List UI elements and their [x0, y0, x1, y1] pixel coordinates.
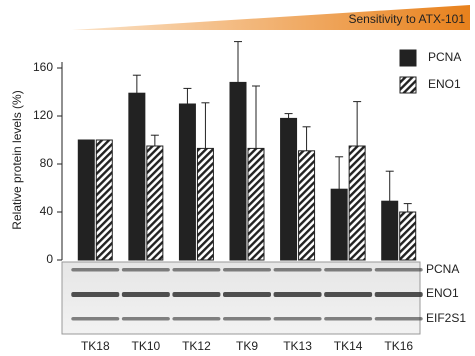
- legend-label: ENO1: [428, 77, 461, 91]
- band: [71, 268, 119, 272]
- bar: [382, 201, 398, 260]
- bar: [230, 82, 246, 260]
- band: [223, 292, 271, 297]
- bar: [349, 146, 365, 260]
- banner: Sensitivity to ATX-101: [349, 12, 466, 26]
- bar: [248, 148, 264, 260]
- y-tick-label: 0: [46, 252, 53, 266]
- band: [274, 317, 322, 321]
- bar: [299, 151, 315, 260]
- x-tick-label: TK14: [334, 339, 363, 353]
- x-tick-label: TK16: [384, 339, 413, 353]
- bar: [197, 148, 213, 260]
- legend-label: PCNA: [428, 50, 461, 64]
- y-tick-label: 120: [33, 108, 53, 122]
- bar: [400, 212, 416, 260]
- y-tick-label: 160: [33, 60, 53, 74]
- band: [172, 317, 220, 321]
- band: [172, 292, 220, 297]
- x-tick-label: TK13: [283, 339, 312, 353]
- bar: [96, 140, 112, 260]
- band: [71, 292, 119, 297]
- bar: [179, 104, 195, 260]
- chart: Sensitivity to ATX-101 Relative protein …: [0, 0, 475, 356]
- band: [223, 268, 271, 272]
- bar: [78, 140, 94, 260]
- y-tick-label: 80: [40, 156, 54, 170]
- band: [122, 268, 170, 272]
- blot-label: PCNA: [426, 262, 459, 276]
- band: [375, 317, 423, 321]
- y-axis-label: Relative protein levels (%): [10, 90, 24, 229]
- band: [223, 317, 271, 321]
- bar: [129, 93, 145, 260]
- blot-label: ENO1: [426, 286, 459, 300]
- band: [172, 268, 220, 272]
- band: [274, 268, 322, 272]
- band: [274, 292, 322, 297]
- x-tick-label: TK12: [182, 339, 211, 353]
- blot-label: EIF2S1: [426, 311, 466, 325]
- x-tick-label: TK9: [236, 339, 258, 353]
- legend-swatch: [400, 77, 416, 93]
- band: [375, 292, 423, 297]
- band: [324, 268, 372, 272]
- bar: [281, 118, 297, 260]
- band: [71, 317, 119, 321]
- band: [375, 268, 423, 272]
- legend-swatch: [400, 50, 416, 66]
- band: [324, 292, 372, 297]
- x-tick-label: TK10: [132, 339, 161, 353]
- bar: [147, 146, 163, 260]
- band: [122, 292, 170, 297]
- y-tick-label: 40: [40, 204, 54, 218]
- band: [122, 317, 170, 321]
- x-tick-label: TK18: [81, 339, 110, 353]
- blot: [62, 262, 420, 334]
- bar: [331, 189, 347, 260]
- band: [324, 317, 372, 321]
